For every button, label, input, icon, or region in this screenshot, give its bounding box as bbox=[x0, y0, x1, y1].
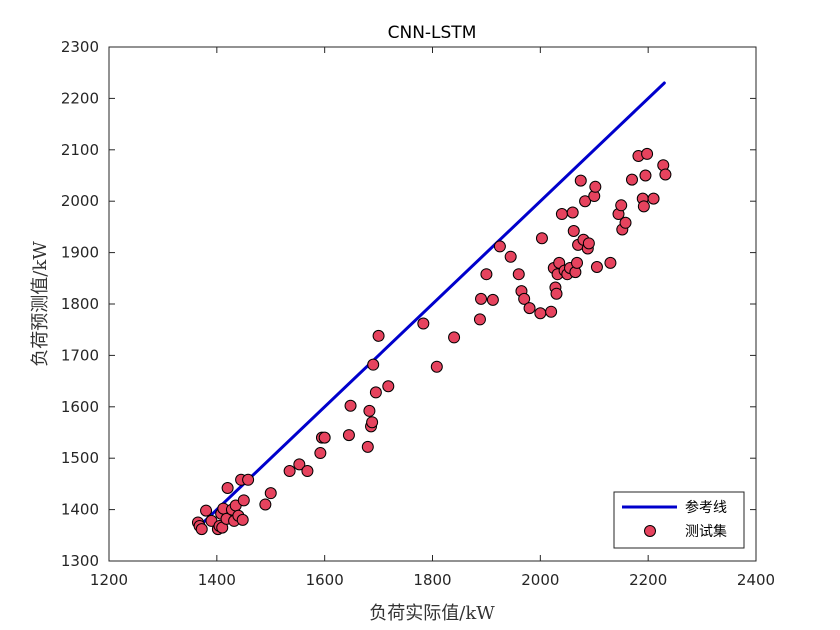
test-set-point bbox=[535, 232, 548, 245]
test-set-point bbox=[579, 195, 592, 208]
test-set-point bbox=[523, 302, 536, 315]
test-set-point bbox=[518, 292, 531, 305]
test-set-point bbox=[493, 240, 506, 253]
test-set-point bbox=[342, 429, 355, 442]
test-set-point bbox=[590, 260, 603, 273]
test-set-point bbox=[367, 358, 380, 371]
test-set-point bbox=[570, 256, 583, 269]
test-set-point bbox=[369, 386, 382, 399]
x-axis-label: 负荷实际值/kW bbox=[369, 603, 495, 624]
test-set-point bbox=[555, 208, 568, 221]
test-set-point bbox=[372, 329, 385, 342]
test-set-point bbox=[236, 513, 249, 526]
y-tick-label: 1900 bbox=[61, 244, 99, 262]
legend: 参考线 测试集 bbox=[613, 491, 745, 549]
test-set-point bbox=[314, 447, 327, 460]
test-set-point bbox=[589, 180, 602, 193]
test-set-point bbox=[195, 523, 208, 536]
test-set-point bbox=[382, 380, 395, 393]
test-set-point bbox=[550, 287, 563, 300]
test-set-point bbox=[221, 482, 234, 495]
y-tick-labels: 1300 1400 1500 1600 1700 1800 1900 2000 2100 2200… bbox=[61, 38, 99, 570]
test-set-point bbox=[237, 494, 250, 507]
x-tick-labels: 1200 1400 1600 1800 2000 2200 2400 bbox=[90, 571, 775, 589]
y-tick-label: 1700 bbox=[61, 346, 99, 364]
reference-line bbox=[196, 81, 666, 530]
axis-ticks bbox=[108, 46, 757, 562]
test-set-point bbox=[625, 173, 638, 186]
test-set-point bbox=[574, 174, 587, 187]
test-set-point bbox=[283, 465, 296, 478]
x-tick-label: 1800 bbox=[413, 571, 451, 589]
test-set-point bbox=[344, 399, 357, 412]
test-set-point bbox=[200, 504, 213, 517]
test-set-point bbox=[567, 225, 580, 238]
test-set-point bbox=[659, 168, 672, 181]
test-set-point bbox=[504, 250, 517, 263]
test-set-point bbox=[473, 313, 486, 326]
legend-label-testset: 测试集 bbox=[685, 523, 727, 540]
x-tick-label: 2400 bbox=[737, 571, 775, 589]
series-layer bbox=[191, 81, 672, 536]
x-tick-label: 1200 bbox=[90, 571, 128, 589]
test-set-point bbox=[475, 292, 488, 305]
test-set-point bbox=[637, 200, 650, 213]
test-set-point bbox=[582, 237, 595, 250]
y-tick-label: 2300 bbox=[61, 38, 99, 56]
y-axis-label: 负荷预测值/kW bbox=[30, 241, 51, 367]
legend-box bbox=[613, 491, 745, 549]
y-tick-label: 1400 bbox=[61, 501, 99, 519]
test-set-point bbox=[534, 307, 547, 320]
test-set-point bbox=[545, 305, 558, 318]
test-set-point bbox=[448, 331, 461, 344]
test-set-point bbox=[486, 293, 499, 306]
y-tick-label: 2000 bbox=[61, 192, 99, 210]
x-tick-label: 1600 bbox=[306, 571, 344, 589]
x-tick-label: 2000 bbox=[521, 571, 559, 589]
test-set-point bbox=[647, 192, 660, 205]
legend-label-reference: 参考线 bbox=[685, 499, 727, 516]
y-tick-label: 1300 bbox=[61, 552, 99, 570]
y-tick-label: 1500 bbox=[61, 449, 99, 467]
test-set-point bbox=[639, 169, 652, 182]
test-set-point bbox=[301, 465, 314, 478]
test-set-point bbox=[615, 199, 628, 212]
test-set-point bbox=[366, 416, 379, 429]
test-set-point bbox=[604, 256, 617, 269]
test-set-point bbox=[363, 404, 376, 417]
test-set-point bbox=[480, 268, 493, 281]
test-set-point bbox=[242, 473, 255, 486]
test-set-point bbox=[318, 431, 331, 444]
y-tick-label: 1600 bbox=[61, 398, 99, 416]
test-set-point bbox=[566, 206, 579, 219]
x-tick-label: 2200 bbox=[629, 571, 667, 589]
test-set-point bbox=[641, 147, 654, 160]
chart-title: CNN-LSTM bbox=[388, 23, 477, 43]
test-set-point bbox=[619, 216, 632, 229]
y-tick-label: 2100 bbox=[61, 141, 99, 159]
test-set-point bbox=[417, 317, 430, 330]
test-set-point bbox=[259, 498, 272, 511]
test-set-point bbox=[293, 458, 306, 471]
test-set-point bbox=[512, 268, 525, 281]
y-tick-label: 1800 bbox=[61, 295, 99, 313]
test-set-point bbox=[361, 440, 374, 453]
x-tick-label: 1400 bbox=[198, 571, 236, 589]
test-set-point bbox=[264, 487, 277, 500]
test-set-point bbox=[430, 360, 443, 373]
legend-marker-swatch bbox=[644, 525, 656, 537]
y-tick-label: 2200 bbox=[61, 89, 99, 107]
